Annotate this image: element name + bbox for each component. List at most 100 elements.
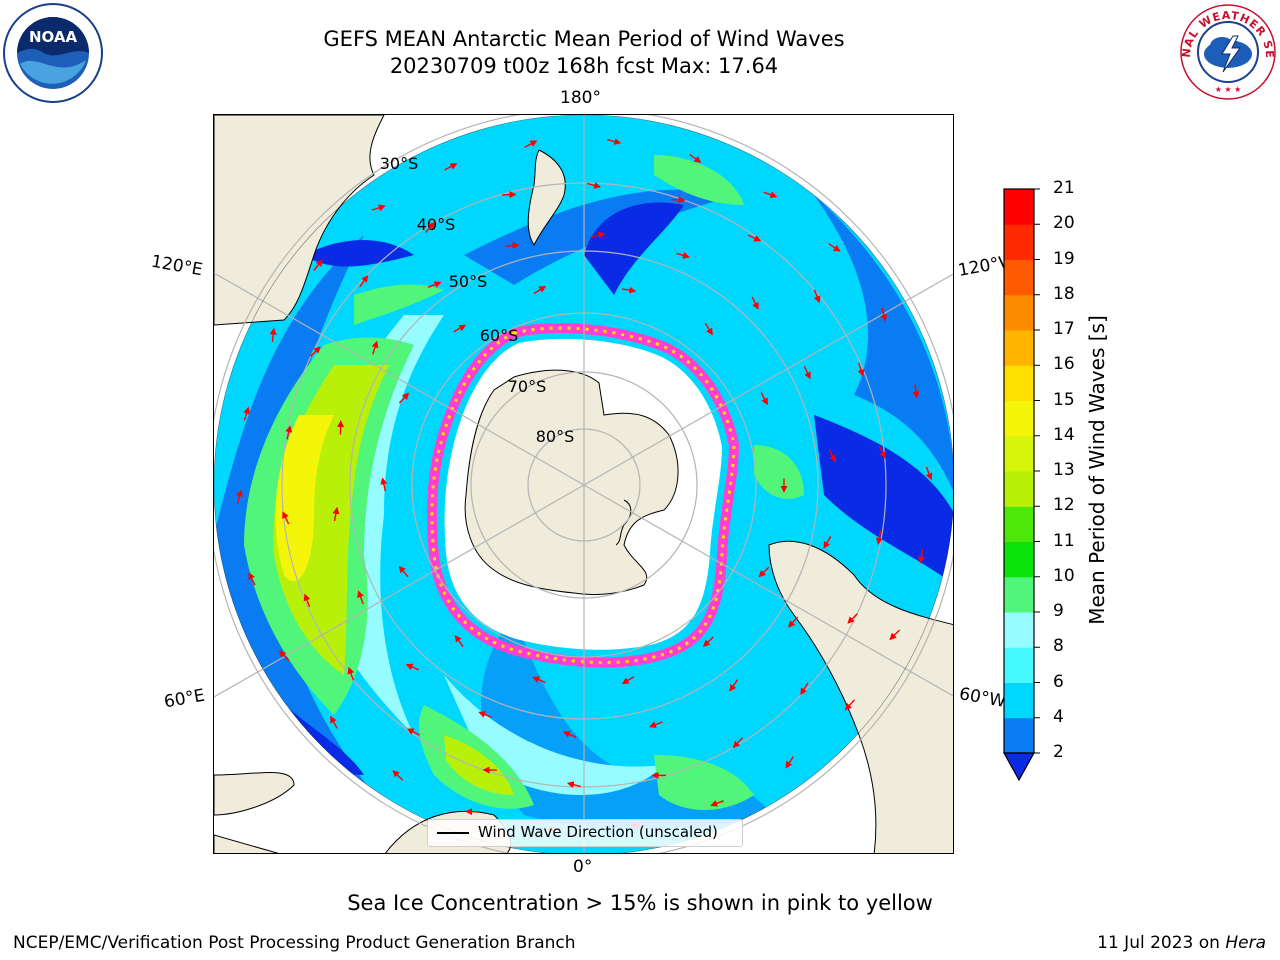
wave-arrow — [760, 392, 768, 406]
wave-arrow — [607, 138, 622, 145]
wave-arrow — [925, 466, 933, 481]
colorbar-bin — [1004, 717, 1034, 754]
lon-label-60e: 60°E — [162, 685, 207, 713]
wave-arrow — [285, 425, 293, 440]
wave-arrow — [371, 204, 386, 212]
wave-arrow — [380, 477, 388, 492]
wave-arrow — [621, 286, 637, 294]
wave-arrow — [857, 362, 865, 377]
lat-label-70s: 70°S — [508, 377, 547, 396]
wave-arrow — [478, 711, 492, 718]
wave-arrow — [912, 384, 920, 399]
colorbar-tick-label: 6 — [1053, 671, 1064, 692]
wave-arrow — [303, 593, 311, 608]
colorbar-tick-label: 18 — [1053, 283, 1075, 304]
wave-arrow — [878, 445, 886, 459]
wave-arrow — [828, 243, 841, 252]
wave-arrow — [533, 285, 547, 295]
wave-arrow — [800, 682, 809, 696]
legend-label: Wind Wave Direction (unscaled) — [478, 823, 718, 841]
wave-arrow — [702, 636, 714, 647]
map-title: GEFS MEAN Antarctic Mean Period of Wind … — [323, 27, 845, 51]
footer-credit: NCEP/EMC/Verification Post Processing Pr… — [13, 933, 576, 953]
wave-arrow — [313, 259, 323, 271]
wave-arrow — [847, 613, 858, 624]
colorbar-bin — [1004, 365, 1034, 401]
map-subtitle: 20230709 t00z 168h fcst Max: 17.64 — [389, 54, 779, 78]
colorbar-bin — [1004, 682, 1034, 719]
wave-arrow — [405, 663, 420, 671]
footer-date: 11 Jul 2023 on Hera — [1097, 933, 1266, 953]
noaa-logo-text: NOAA — [29, 28, 78, 46]
wave-arrow — [803, 365, 811, 380]
lat-label-50s: 50°S — [449, 272, 488, 291]
polar-map[interactable]: 30°S 40°S 50°S 60°S 70°S 80°S — [213, 114, 954, 854]
wave-arrow — [785, 756, 794, 769]
colorbar-bin — [1004, 189, 1034, 225]
sea-ice-note: Sea Ice Concentration > 15% is shown in … — [347, 891, 933, 915]
wave-arrow — [332, 506, 340, 522]
lon-label-120e: 120°E — [149, 251, 205, 281]
colorbar-bin — [1004, 506, 1034, 542]
wave-arrow — [889, 629, 901, 641]
wave-arrow — [671, 196, 686, 204]
wave-arrow — [243, 406, 250, 421]
colorbar-tick-label: 9 — [1053, 601, 1064, 621]
colorbar-bin — [1004, 471, 1034, 507]
wave-arrow — [524, 140, 538, 148]
wave-arrow — [880, 307, 888, 322]
madagascar — [214, 772, 295, 816]
colorbar-tick-label: 8 — [1053, 636, 1064, 657]
colorbar-bin — [1004, 400, 1034, 437]
colorbar-tick-label: 19 — [1053, 248, 1075, 269]
colorbar-bin — [1004, 294, 1034, 331]
colorbar-bin — [1004, 541, 1034, 578]
colorbar-bin — [1004, 224, 1034, 260]
noaa-logo: NOAA — [2, 2, 104, 108]
wave-arrow — [424, 221, 436, 233]
colorbar-bin — [1004, 647, 1034, 683]
wave-arrow — [710, 800, 724, 807]
new-zealand — [527, 149, 566, 246]
wave-arrow — [502, 191, 517, 199]
wave-arrow — [427, 281, 442, 288]
wave-arrow — [359, 274, 369, 288]
wave-arrow — [444, 163, 458, 171]
wave-arrow — [347, 666, 355, 681]
wave-arrow — [729, 679, 739, 692]
wave-arrow — [398, 392, 410, 404]
wave-arrow — [398, 565, 409, 578]
footer-machine: Hera — [1225, 933, 1266, 953]
svg-text:★ ★ ★: ★ ★ ★ — [1215, 85, 1242, 94]
wave-arrow — [747, 234, 762, 242]
wave-arrow — [454, 634, 464, 648]
wave-arrow — [587, 182, 602, 189]
nws-logo: NATIONAL WEATHER SERVICE ★ ★ ★ — [1173, 0, 1278, 106]
wave-arrow — [282, 511, 290, 525]
wave-arrow — [621, 676, 635, 685]
colorbar-tick-label: 12 — [1053, 495, 1075, 516]
wave-arrow — [371, 340, 379, 355]
colorbar-tick-label: 21 — [1053, 178, 1075, 198]
map-legend: Wind Wave Direction (unscaled) — [427, 819, 743, 847]
wave-arrow — [278, 650, 290, 661]
colorbar-tick-label: 2 — [1053, 742, 1064, 762]
colorbar-tick-label: 17 — [1053, 319, 1075, 339]
wave-arrow — [844, 699, 856, 711]
wave-arrow — [248, 572, 256, 586]
graticule — [214, 115, 953, 853]
lat-label-80s: 80°S — [536, 427, 575, 446]
colorbar-bin — [1004, 259, 1034, 296]
colorbar — [1000, 185, 1040, 789]
wave-arrow — [828, 449, 836, 463]
wave-arrow — [505, 242, 520, 250]
wave-arrow — [732, 737, 744, 749]
colorbar-tick-label: 14 — [1053, 424, 1075, 445]
colorbar-bin — [1004, 576, 1034, 613]
colorbar-tick-label: 11 — [1053, 530, 1075, 551]
wave-arrow — [591, 231, 606, 239]
colorbar-tick-label: 20 — [1053, 213, 1075, 234]
wave-arrow — [330, 715, 338, 729]
colorbar-bin — [1004, 435, 1034, 472]
wave-arrow — [269, 327, 277, 342]
